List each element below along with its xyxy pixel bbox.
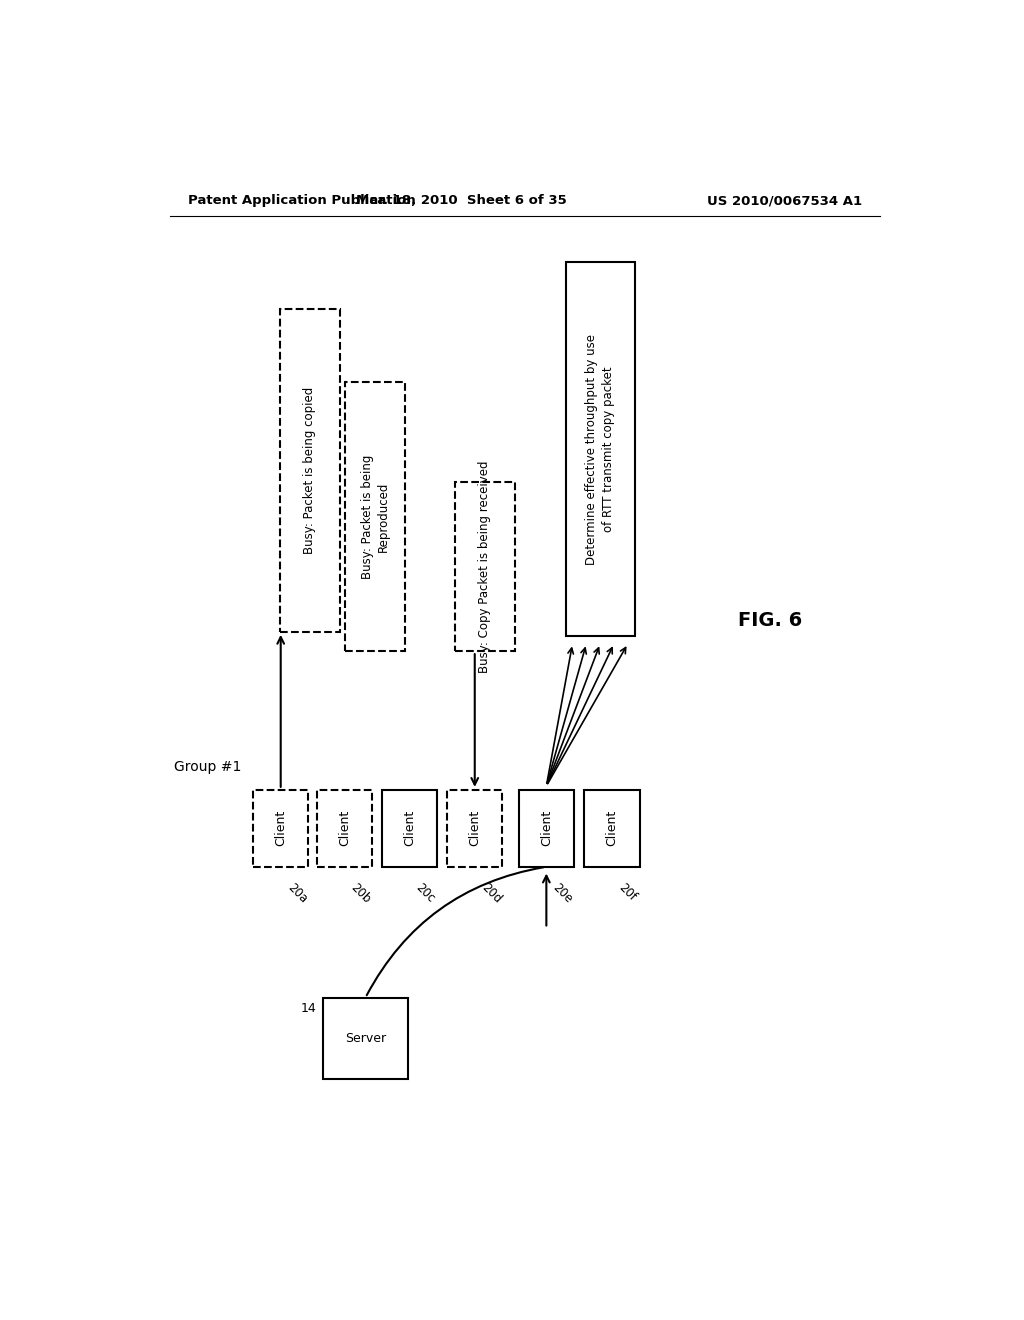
- Text: Client: Client: [540, 810, 553, 846]
- Text: Client: Client: [338, 810, 351, 846]
- Text: US 2010/0067534 A1: US 2010/0067534 A1: [707, 194, 862, 207]
- Text: Client: Client: [605, 810, 618, 846]
- Bar: [316, 789, 373, 867]
- Text: Client: Client: [274, 810, 287, 846]
- Text: 20f: 20f: [615, 880, 638, 903]
- Bar: [280, 309, 340, 632]
- Bar: [345, 381, 406, 651]
- Text: Client: Client: [402, 810, 416, 846]
- Text: 20d: 20d: [478, 880, 504, 906]
- Text: Busy: Packet is being copied: Busy: Packet is being copied: [303, 387, 316, 554]
- Text: 20e: 20e: [550, 880, 575, 906]
- Bar: [518, 789, 574, 867]
- Bar: [253, 789, 308, 867]
- Text: 14: 14: [301, 1002, 316, 1015]
- Text: FIG. 6: FIG. 6: [737, 611, 802, 630]
- Bar: [584, 789, 640, 867]
- Text: 20a: 20a: [285, 880, 309, 906]
- Text: Busy: Copy Packet is being received: Busy: Copy Packet is being received: [478, 461, 492, 673]
- Bar: [323, 998, 408, 1078]
- Bar: [382, 789, 437, 867]
- Text: Determine effective throughput by use
of RTT transmit copy packet: Determine effective throughput by use of…: [586, 334, 615, 565]
- Text: Patent Application Publication: Patent Application Publication: [188, 194, 416, 207]
- Text: Mar. 18, 2010  Sheet 6 of 35: Mar. 18, 2010 Sheet 6 of 35: [356, 194, 567, 207]
- Text: Busy: Packet is being
Reproduced: Busy: Packet is being Reproduced: [361, 454, 389, 578]
- Bar: [455, 482, 515, 651]
- Bar: [565, 263, 635, 636]
- Text: 20b: 20b: [348, 880, 374, 906]
- Text: Group #1: Group #1: [174, 760, 242, 774]
- Text: Server: Server: [345, 1032, 386, 1044]
- Bar: [447, 789, 503, 867]
- Text: 20c: 20c: [413, 880, 437, 906]
- Text: Client: Client: [468, 810, 481, 846]
